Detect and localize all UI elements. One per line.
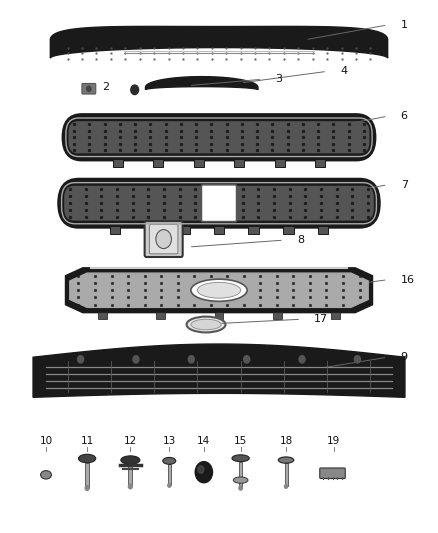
Bar: [113, 159, 123, 167]
Ellipse shape: [187, 317, 226, 333]
Bar: [145, 226, 155, 235]
Polygon shape: [50, 27, 388, 58]
Bar: [315, 159, 325, 167]
Circle shape: [156, 230, 171, 248]
Ellipse shape: [233, 477, 248, 483]
Circle shape: [131, 85, 138, 94]
Bar: [98, 312, 106, 319]
Bar: [248, 226, 259, 235]
Bar: [179, 226, 190, 235]
Bar: [285, 463, 287, 487]
Circle shape: [168, 483, 171, 487]
FancyBboxPatch shape: [64, 186, 374, 221]
Circle shape: [87, 86, 91, 91]
Bar: [128, 464, 132, 487]
Ellipse shape: [278, 457, 294, 463]
Text: 7: 7: [401, 180, 408, 190]
FancyBboxPatch shape: [149, 224, 178, 254]
Bar: [239, 462, 242, 488]
Text: 10: 10: [39, 436, 53, 446]
Text: 12: 12: [124, 436, 137, 446]
Text: 18: 18: [279, 436, 293, 446]
Bar: [156, 312, 165, 319]
FancyBboxPatch shape: [59, 180, 379, 227]
Circle shape: [299, 356, 305, 363]
Ellipse shape: [78, 454, 96, 463]
Bar: [194, 159, 204, 167]
Circle shape: [188, 356, 194, 363]
Text: 8: 8: [297, 235, 304, 245]
Ellipse shape: [191, 279, 247, 301]
Text: 3: 3: [275, 74, 282, 84]
Text: 2: 2: [102, 82, 110, 92]
Polygon shape: [145, 77, 258, 90]
Ellipse shape: [232, 455, 249, 462]
Bar: [318, 226, 328, 235]
Bar: [85, 463, 89, 488]
Circle shape: [85, 486, 89, 490]
Bar: [153, 159, 163, 167]
Text: 4: 4: [340, 66, 347, 76]
Circle shape: [354, 356, 360, 363]
Text: 19: 19: [327, 436, 340, 446]
Text: 15: 15: [234, 436, 247, 446]
Circle shape: [195, 462, 212, 483]
Text: 9: 9: [401, 352, 408, 362]
Bar: [332, 312, 340, 319]
Bar: [273, 312, 282, 319]
Bar: [215, 312, 223, 319]
Ellipse shape: [121, 456, 140, 464]
Circle shape: [78, 356, 84, 363]
Circle shape: [133, 356, 139, 363]
FancyBboxPatch shape: [64, 115, 374, 160]
Circle shape: [198, 466, 204, 473]
FancyBboxPatch shape: [82, 84, 96, 94]
Ellipse shape: [163, 457, 176, 464]
FancyBboxPatch shape: [320, 468, 345, 479]
Polygon shape: [66, 268, 372, 313]
Circle shape: [285, 484, 287, 488]
FancyBboxPatch shape: [68, 121, 370, 154]
Bar: [283, 226, 293, 235]
Text: 13: 13: [162, 436, 176, 446]
Text: 16: 16: [401, 274, 415, 285]
Text: 6: 6: [401, 111, 408, 121]
Ellipse shape: [198, 282, 240, 298]
Polygon shape: [70, 273, 368, 308]
Polygon shape: [33, 344, 405, 397]
Ellipse shape: [191, 319, 221, 330]
Bar: [275, 159, 285, 167]
Text: 1: 1: [401, 20, 408, 30]
Circle shape: [244, 356, 250, 363]
Circle shape: [239, 486, 242, 490]
Bar: [110, 226, 120, 235]
Ellipse shape: [41, 471, 51, 479]
Bar: [168, 464, 171, 486]
Text: 14: 14: [197, 436, 211, 446]
Bar: [214, 226, 224, 235]
Circle shape: [128, 484, 132, 489]
Bar: [234, 159, 244, 167]
FancyBboxPatch shape: [145, 221, 183, 257]
Text: 11: 11: [81, 436, 94, 446]
FancyBboxPatch shape: [201, 185, 237, 222]
Text: 17: 17: [314, 314, 328, 324]
